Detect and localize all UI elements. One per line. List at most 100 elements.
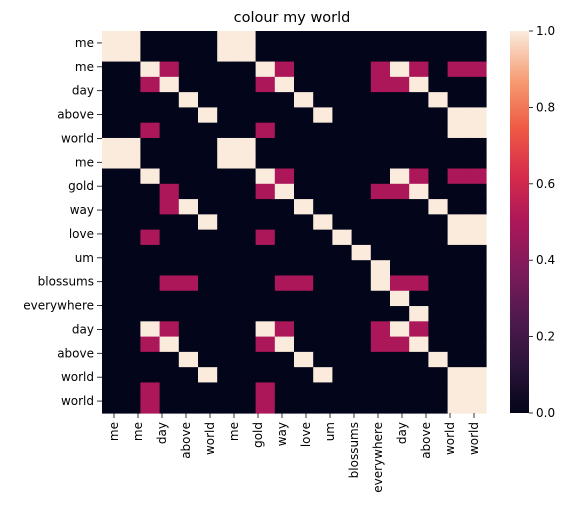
- x-tick-label: day: [155, 422, 169, 444]
- heatmap-cell: [428, 290, 449, 307]
- colorbar-tick-label: 0.0: [536, 406, 555, 420]
- heatmap-cell: [140, 306, 161, 322]
- heatmap-cell: [428, 382, 449, 399]
- heatmap-cell: [159, 244, 180, 261]
- heatmap-cell: [178, 321, 199, 338]
- heatmap-cell: [294, 321, 314, 338]
- heatmap-cell: [390, 214, 410, 231]
- heatmap-cell: [351, 153, 372, 170]
- colorbar-tick-label: 0.4: [536, 253, 555, 267]
- heatmap-cell: [274, 306, 295, 322]
- heatmap-cell: [217, 137, 237, 154]
- heatmap-cell: [409, 137, 429, 154]
- heatmap-cell: [466, 92, 487, 108]
- heatmap-cell: [390, 336, 410, 353]
- heatmap-cell: [274, 244, 295, 261]
- y-tick-label: blossums: [38, 275, 94, 289]
- heatmap-cell: [370, 214, 391, 231]
- heatmap-cell: [159, 183, 180, 200]
- heatmap-cell: [447, 137, 468, 154]
- heatmap-cell: [217, 260, 237, 277]
- heatmap-cell: [409, 321, 429, 338]
- heatmap-cell: [140, 397, 161, 414]
- heatmap-cell: [140, 244, 161, 261]
- y-tick-label: world: [61, 131, 94, 145]
- heatmap-cell: [351, 31, 372, 47]
- heatmap-cell: [294, 168, 314, 185]
- heatmap-cell: [351, 397, 372, 414]
- heatmap-cell: [390, 199, 410, 215]
- heatmap-cell: [332, 214, 353, 231]
- heatmap-cell: [255, 397, 276, 414]
- heatmap-cell: [428, 244, 449, 261]
- heatmap-cell: [409, 351, 429, 368]
- heatmap-cell: [466, 153, 487, 170]
- heatmap-cell: [370, 229, 391, 246]
- heatmap-cell: [236, 382, 257, 399]
- colorbar-tick-label: 0.8: [536, 100, 555, 114]
- heatmap-cell: [217, 229, 237, 246]
- heatmap-cell: [313, 290, 333, 307]
- heatmap-cell: [390, 107, 410, 124]
- heatmap-cell: [332, 92, 353, 108]
- heatmap-cell: [217, 168, 237, 185]
- heatmap-cell: [390, 76, 410, 93]
- heatmap-cell: [198, 214, 218, 231]
- heatmap-cell: [159, 351, 180, 368]
- heatmap-cell: [140, 321, 161, 338]
- heatmap-cell: [121, 31, 141, 47]
- heatmap-cell: [274, 46, 295, 63]
- heatmap-cell: [236, 199, 257, 215]
- heatmap-cell: [274, 351, 295, 368]
- heatmap-cell: [313, 275, 333, 292]
- heatmap-cell: [274, 367, 295, 384]
- heatmap-cell: [102, 46, 122, 63]
- heatmap-cell: [255, 183, 276, 200]
- heatmap-cell: [178, 260, 199, 277]
- heatmap-cell: [159, 336, 180, 353]
- heatmap-cell: [198, 46, 218, 63]
- heatmap-cell: [466, 199, 487, 215]
- heatmap-cell: [198, 122, 218, 139]
- heatmap-cell: [121, 61, 141, 78]
- heatmap-cell: [313, 214, 333, 231]
- heatmap-cell: [294, 275, 314, 292]
- heatmap-cell: [351, 382, 372, 399]
- heatmap-cell: [294, 46, 314, 63]
- heatmap-cell: [294, 122, 314, 139]
- y-tick-label: world: [61, 370, 94, 384]
- heatmap-cell: [447, 336, 468, 353]
- heatmap-cell: [390, 306, 410, 322]
- heatmap-cell: [274, 107, 295, 124]
- heatmap-cell: [332, 107, 353, 124]
- heatmap-cell: [236, 137, 257, 154]
- heatmap-cell: [370, 306, 391, 322]
- heatmap-cell: [390, 31, 410, 47]
- heatmap-cell: [370, 260, 391, 277]
- heatmap-cell: [370, 122, 391, 139]
- heatmap-cell: [370, 382, 391, 399]
- heatmap-cell: [351, 244, 372, 261]
- heatmap-cell: [409, 153, 429, 170]
- heatmap-cell: [447, 46, 468, 63]
- heatmap-cells: [102, 31, 487, 414]
- heatmap-cell: [140, 76, 161, 93]
- heatmap-cell: [274, 199, 295, 215]
- heatmap-cell: [178, 76, 199, 93]
- heatmap-cell: [217, 382, 237, 399]
- heatmap-cell: [428, 31, 449, 47]
- heatmap-cell: [466, 351, 487, 368]
- heatmap-cell: [198, 92, 218, 108]
- heatmap-cell: [428, 351, 449, 368]
- heatmap-cell: [217, 46, 237, 63]
- x-tick-label: world: [203, 422, 217, 455]
- heatmap-cell: [447, 290, 468, 307]
- heatmap-cell: [294, 214, 314, 231]
- heatmap-cell: [102, 31, 122, 47]
- heatmap-cell: [351, 336, 372, 353]
- heatmap-cell: [255, 122, 276, 139]
- heatmap-cell: [274, 168, 295, 185]
- heatmap-cell: [274, 260, 295, 277]
- heatmap-cell: [178, 306, 199, 322]
